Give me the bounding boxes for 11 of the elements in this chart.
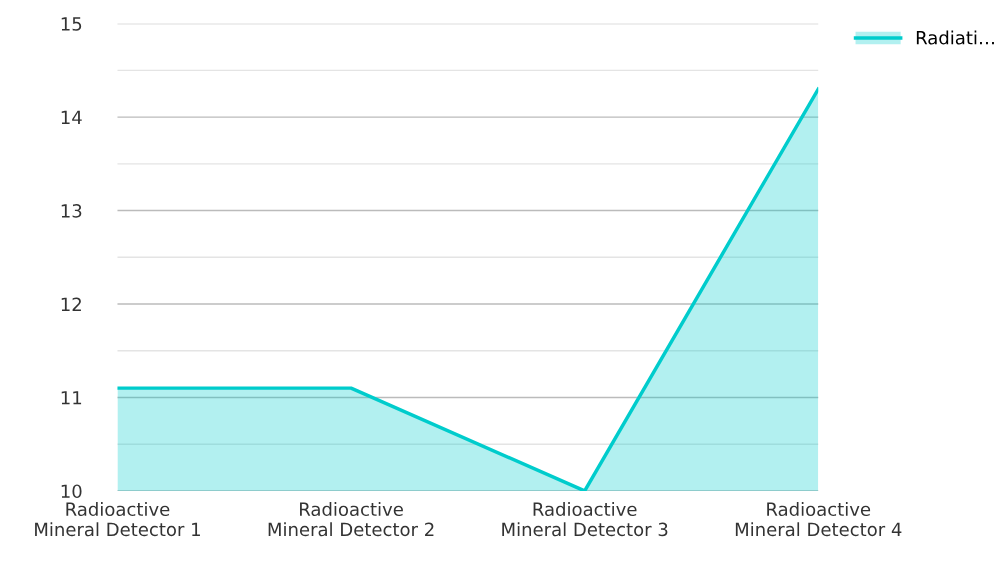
y-tick-label: 14 (61, 110, 82, 124)
y-tick-label: 15 (61, 17, 82, 31)
legend-label: Radiati… (916, 30, 994, 45)
x-tick-label: Radioactive Mineral Detector 1 (35, 502, 200, 537)
x-tick-label: Radioactive Mineral Detector 2 (268, 502, 434, 537)
y-tick-label: 10 (61, 484, 82, 499)
y-tick-label: 13 (61, 204, 82, 218)
x-tick-label: Radioactive Mineral Detector 3 (502, 502, 668, 537)
y-tick-label: 12 (61, 297, 81, 311)
y-tick-label: 11 (61, 391, 82, 405)
x-tick-label: Radioactive Mineral Detector 4 (735, 502, 902, 537)
